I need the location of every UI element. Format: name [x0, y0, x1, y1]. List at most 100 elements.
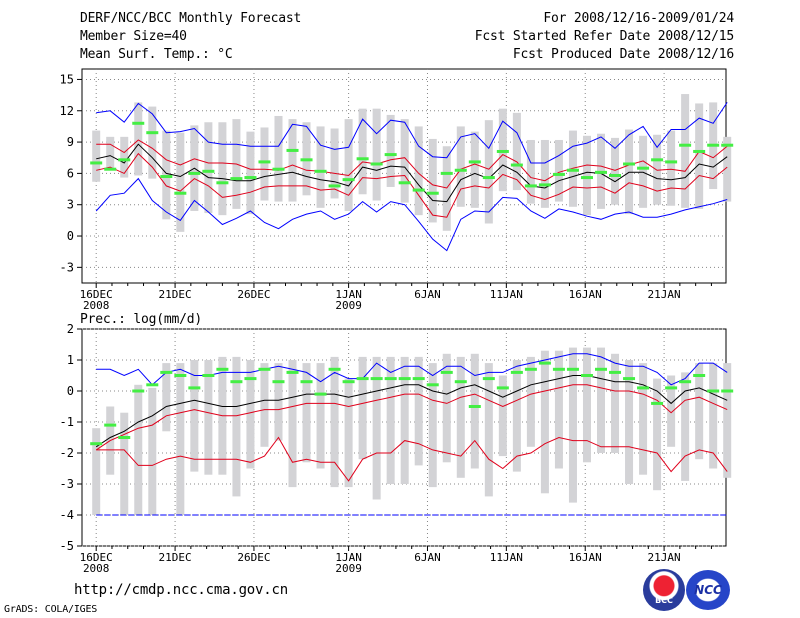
temp-variable-label: Mean Surf. Temp.: °C [80, 47, 233, 62]
prec-control-mark [370, 377, 383, 381]
prec-control-mark [595, 367, 607, 371]
temp-control-mark [482, 176, 495, 180]
bcc-logo-text: BCC [655, 596, 673, 605]
temp-spread-bar [260, 127, 269, 201]
ncc-logo-text: NCC [694, 583, 722, 597]
prec-spread-bar [709, 363, 718, 469]
prec-spread-bar [288, 360, 297, 488]
ncc-logo: NCC [686, 570, 730, 610]
temp-control-mark [566, 168, 579, 172]
prec-spread-bar [484, 363, 493, 497]
temp-control-mark [693, 149, 706, 153]
prec-control-mark [637, 386, 650, 390]
temp-spread-bar [120, 136, 129, 178]
prec-control-mark [496, 386, 509, 390]
prec-spread-bar [568, 347, 577, 503]
prec-spread-bar [442, 353, 451, 463]
prec-y-tick-label: 0 [67, 384, 74, 398]
temp-control-mark [595, 170, 607, 174]
prec-control-mark [90, 442, 103, 446]
prec-spread-bar [176, 363, 185, 515]
temp-spread-bar [316, 126, 325, 208]
prec-control-mark [174, 374, 187, 377]
prec-spread-bar [386, 356, 395, 484]
temp-control-mark [384, 153, 397, 157]
temp-y-tick-label: 12 [60, 104, 74, 118]
temp-control-mark [609, 173, 622, 177]
temp-control-mark [398, 181, 411, 185]
prec-control-mark [693, 374, 706, 377]
prec-control-mark [314, 392, 327, 396]
footer-url[interactable]: http://cmdp.ncc.cma.gov.cn [74, 582, 288, 598]
temp-control-mark [468, 160, 481, 164]
prec-spread-bar [302, 363, 311, 463]
temp-x-tick-label: 16JAN [569, 288, 602, 301]
temp-y-tick-label: 6 [67, 166, 74, 180]
prec-spread-bar [414, 356, 423, 466]
temp-spread-bar [512, 112, 521, 191]
prec-spread-bar [653, 378, 662, 491]
temp-spread-bar [667, 130, 676, 206]
prec-y-tick-label: 2 [67, 322, 74, 336]
temp-spread-bar [176, 132, 185, 232]
prec-control-mark [258, 367, 271, 371]
prec-y-tick-label: -3 [60, 477, 74, 491]
prec-spread-bar [274, 363, 283, 441]
prec-y-tick-label: 1 [67, 353, 74, 367]
temp-spread-bar [695, 103, 704, 209]
temp-control-mark [651, 158, 664, 162]
prec-x-year-label: 2009 [335, 562, 362, 575]
temp-control-mark [132, 121, 145, 125]
prec-control-mark [623, 377, 636, 381]
prec-control-mark [412, 377, 425, 381]
prec-y-tick-label: -1 [60, 415, 74, 429]
temp-upper-line [96, 139, 728, 189]
temp-spread-bar [442, 146, 451, 231]
temp-x-tick-label: 1JAN [335, 288, 362, 301]
temp-y-tick-label: 15 [60, 72, 74, 86]
prec-control-mark [384, 377, 397, 381]
prec-lower-line [96, 436, 728, 482]
temp-x-tick-label: 11JAN [490, 288, 523, 301]
temp-control-mark [174, 191, 187, 195]
prec-control-mark [552, 367, 565, 371]
temp-spread-bar [330, 128, 339, 199]
temp-control-mark [300, 158, 313, 162]
prec-spread-bar [316, 363, 325, 469]
temp-spread-bar [400, 119, 409, 203]
prec-control-mark [609, 370, 622, 374]
prec-x-year-label: 2008 [83, 562, 110, 575]
temp-spread-bar [456, 126, 465, 207]
prec-control-mark [146, 383, 159, 387]
temp-control-mark [104, 167, 117, 171]
forecast-period: For 2008/12/16-2009/01/24 [543, 11, 734, 26]
temp-x-tick-label: 16DEC [80, 288, 113, 301]
prec-spread-bar [723, 363, 732, 478]
prec-y-tick-label: -2 [60, 446, 74, 460]
temp-control-mark [637, 166, 650, 170]
temp-control-mark [665, 160, 678, 164]
temp-spread-bar [386, 114, 395, 187]
prec-spread-bar [372, 356, 381, 500]
prec-spread-bar [92, 428, 101, 515]
prec-spread-bar [582, 347, 591, 463]
prec-spread-bar [246, 360, 255, 469]
temp-control-mark [286, 148, 299, 152]
temp-spread-bar [611, 137, 620, 205]
temp-control-mark [90, 161, 103, 165]
temp-spread-bar [218, 122, 227, 216]
temp-spread-bar [498, 108, 507, 192]
temp-y-tick-label: 3 [67, 198, 74, 212]
prec-spread-bar [330, 356, 339, 488]
temp-control-mark [188, 171, 201, 175]
prec-spread-bar [667, 375, 676, 447]
prec-spread-bar [540, 350, 549, 494]
prec-control-mark [538, 361, 551, 365]
prec-control-mark [356, 377, 369, 381]
prec-variable-label: Prec.: log(mm/d) [80, 312, 203, 327]
prec-spread-bar [554, 350, 563, 469]
prec-control-mark [202, 374, 215, 377]
prec-spread-bar [190, 360, 199, 472]
temp-control-mark [580, 176, 593, 180]
temp-control-mark [538, 183, 551, 187]
